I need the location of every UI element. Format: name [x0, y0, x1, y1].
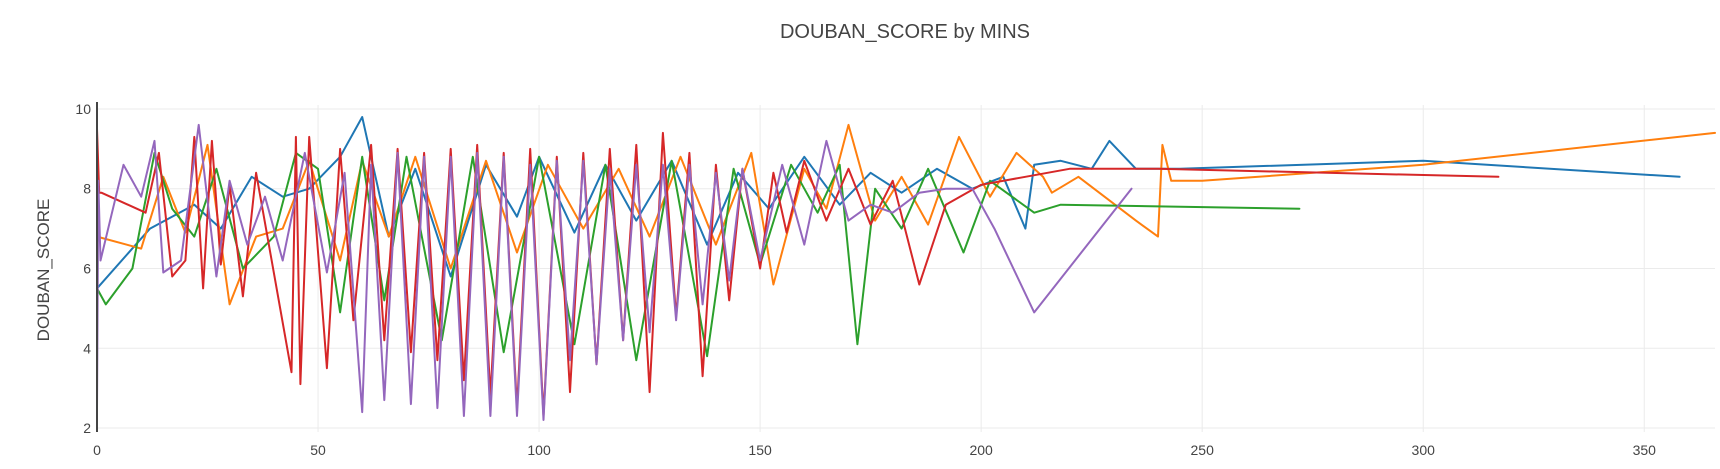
x-tick-label-200: 200	[969, 442, 993, 458]
x-tick-label-0: 0	[93, 442, 101, 458]
chart-title: DOUBAN_SCORE by MINS	[780, 21, 1030, 43]
plot-area	[96, 116, 1716, 421]
series-line-5	[96, 123, 1133, 421]
x-tick-label-300: 300	[1412, 442, 1436, 458]
x-tick-label-50: 50	[310, 442, 326, 458]
x-tick-label-250: 250	[1191, 442, 1215, 458]
y-tick-label-6: 6	[83, 261, 91, 277]
series-line-2	[96, 123, 1716, 306]
series-line-3	[96, 151, 1301, 362]
y-tick-label-10: 10	[75, 101, 91, 117]
y-axis-title: DOUBAN_SCORE	[34, 199, 53, 342]
y-tick-label-4: 4	[83, 340, 91, 356]
x-tick-label-150: 150	[748, 442, 772, 458]
x-tick-label-350: 350	[1633, 442, 1657, 458]
y-tick-label-8: 8	[83, 181, 91, 197]
series-line-1	[96, 116, 1681, 290]
x-tick-label-100: 100	[527, 442, 551, 458]
y-tick-label-2: 2	[83, 420, 91, 436]
series-line-4	[96, 127, 1500, 417]
